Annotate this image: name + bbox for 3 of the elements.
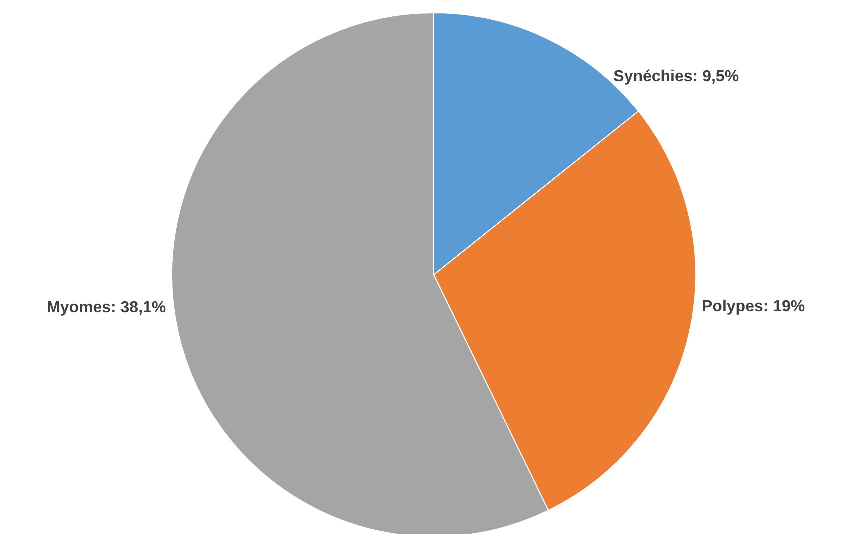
slice-label: Synéchies: 9,5% [614,68,740,86]
slice-label: Myomes: 38,1% [46,300,166,317]
slice-label: Polypes: 19% [702,298,806,316]
